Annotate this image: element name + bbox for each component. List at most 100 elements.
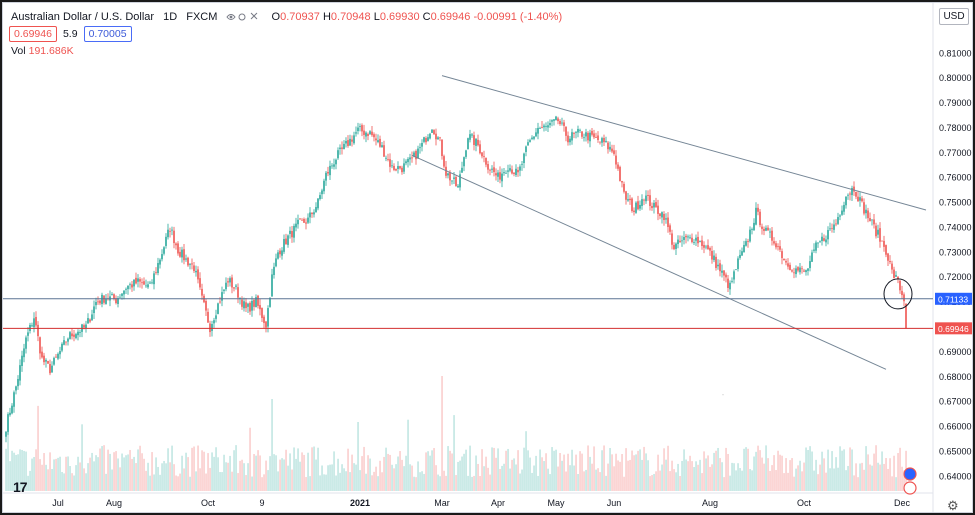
volume-bar [851,449,853,491]
candle-body [267,308,269,327]
volume-bar [881,451,883,491]
currency-button[interactable]: USD [939,8,969,25]
volume-bar [415,477,417,491]
volume-bar [181,455,183,491]
candle-body [423,137,425,142]
spread-value: 5.9 [62,28,78,40]
candle-body [827,230,829,240]
candle-body [853,186,855,192]
eye-icon[interactable] [226,11,260,23]
volume-bar [659,470,661,491]
volume-bar [607,463,609,491]
candle-body [73,334,75,337]
candle-body [537,127,539,134]
y-tick-label: 0.76000 [939,173,972,183]
candle-body [681,240,683,242]
volume-bar [701,473,703,491]
volume-bar [107,449,109,491]
candle-body [467,138,469,150]
volume-bar [629,459,631,491]
volume-bar [533,465,535,491]
tradingview-logo-icon[interactable]: 17 [13,479,28,495]
candle-body [279,250,281,255]
candle-body [357,127,359,132]
volume-bar [487,467,489,491]
volume-bar [705,458,707,491]
candle-body [761,226,763,229]
candle-body [883,240,885,247]
candle-body [221,292,223,301]
volume-bar [109,453,111,491]
candle-body [339,147,341,149]
candle-body [37,324,39,337]
volume-bar [189,476,191,491]
candle-body [887,253,889,261]
candle-body [411,157,413,159]
volume-bar [321,465,323,491]
volume-bar [609,447,611,491]
candle-body [421,142,423,147]
candle-body [719,263,721,272]
candle-body [281,250,283,256]
sell-button[interactable]: 0.69946 [9,26,57,42]
candle-body [181,249,183,258]
candle-body [365,132,367,137]
y-tick-label: 0.64000 [939,471,972,481]
candle-body [25,337,27,349]
volume-bar [477,463,479,491]
y-tick-label: 0.74000 [939,222,972,232]
candle-body [223,289,225,291]
volume-bar [765,445,767,491]
x-tick-label: Oct [201,498,216,508]
candle-body [125,288,127,290]
volume-bar [21,449,23,491]
volume-bar [361,456,363,491]
volume-bar [121,453,123,491]
candle-body [429,133,431,139]
candle-body [641,199,643,206]
symbol-name[interactable]: Australian Dollar / U.S. Dollar [11,11,155,23]
interval-label[interactable]: 1D [163,11,178,23]
volume-bar [865,446,867,491]
candle-body [459,174,461,188]
volume-bar [57,457,59,491]
volume-bar [243,463,245,491]
candle-body [773,241,775,244]
volume-bar [375,466,377,491]
volume-bar [91,452,93,491]
volume-bar [131,458,133,491]
candle-body [711,250,713,260]
price-label-text: 0.71133 [938,294,968,304]
candle-body [533,136,535,139]
volume-bar [83,468,85,491]
volume-bar [11,450,13,491]
candle-body [897,276,899,279]
candle-body [841,210,843,215]
volume-bar [591,463,593,491]
chart-settings-icon[interactable]: ⚙ [947,498,959,513]
candle-body [471,134,473,136]
y-tick-label: 0.73000 [939,247,972,257]
volume-bar [627,460,629,491]
candle-body [139,279,141,282]
volume-bar [781,455,783,491]
volume-bar [527,450,529,491]
candle-body [463,157,465,167]
volume-bar [827,449,829,491]
volume-bar [13,452,15,491]
volume-bar [367,455,369,491]
volume-bar [537,475,539,491]
candle-body [65,341,67,343]
volume-bar [423,473,425,491]
price-chart[interactable]: 0.81000 0.80000 0.79000 0.78000 0.77000 0.760… [3,3,972,512]
candle-body [311,212,313,215]
candle-body [35,316,37,326]
candle-body [303,219,305,223]
candle-body [383,145,385,157]
candle-body [179,251,181,257]
candle-body [847,194,849,196]
volume-bar [313,446,315,491]
y-tick-label: 0.72000 [939,272,972,282]
candle-body [243,301,245,309]
buy-button[interactable]: 0.70005 [83,26,132,42]
